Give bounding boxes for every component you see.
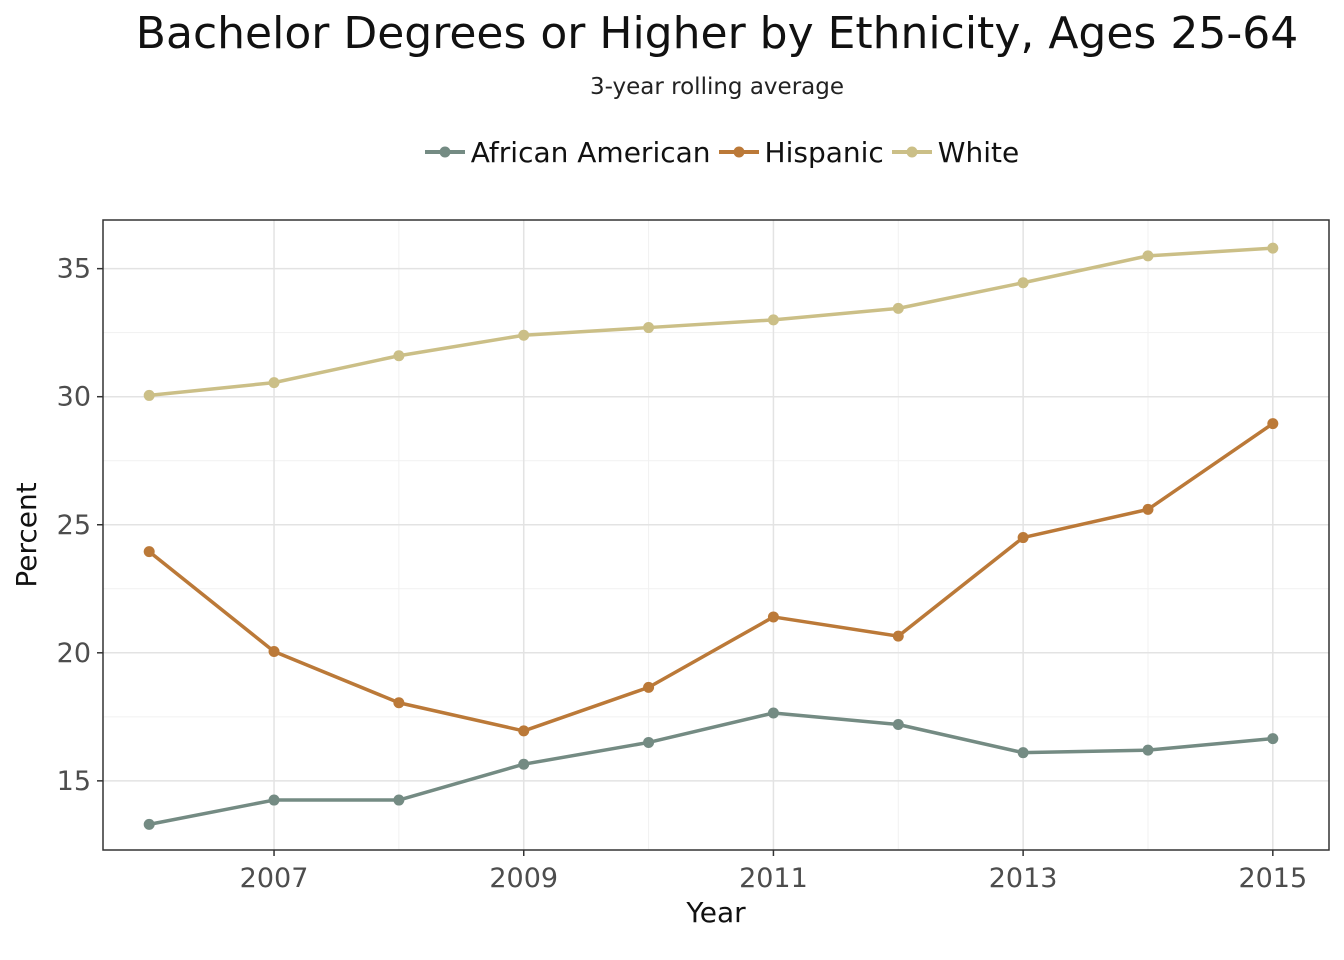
chart-subtitle: 3-year rolling average [590, 74, 844, 100]
data-point [1267, 242, 1279, 254]
data-point [143, 546, 155, 558]
data-point [1142, 503, 1154, 515]
plot-border [102, 219, 1330, 851]
y-axis-title: Percent [10, 482, 43, 587]
x-tick-label: 2015 [1238, 863, 1307, 894]
data-point [892, 719, 904, 731]
data-point [767, 707, 779, 719]
x-axis-title: Year [685, 896, 746, 929]
x-tick-label: 2013 [989, 863, 1058, 894]
x-tick-label: 2007 [240, 863, 309, 894]
data-point [643, 736, 655, 748]
y-tick-label: 25 [57, 510, 91, 541]
legend-key-white [891, 146, 932, 158]
series-line-1 [148, 422, 1274, 733]
data-point [892, 630, 904, 642]
data-point [643, 681, 655, 693]
data-point [1017, 532, 1029, 544]
legend-item-african-american: African American [424, 134, 711, 170]
y-tick-label: 30 [57, 382, 91, 413]
series-line-0 [148, 711, 1273, 827]
data-point [767, 611, 779, 623]
data-point [393, 794, 405, 806]
data-point [1267, 418, 1279, 430]
y-tick-label: 20 [57, 638, 91, 669]
data-point [393, 350, 405, 362]
data-point [1142, 744, 1154, 756]
legend-item-white: White [891, 134, 1020, 170]
data-point [518, 758, 530, 770]
x-tick-label: 2009 [489, 863, 558, 894]
plot-panel [103, 220, 1329, 850]
data-point [268, 646, 280, 658]
legend-label-hispanic: Hispanic [764, 135, 884, 169]
y-tick-label: 15 [57, 766, 91, 797]
data-point [1142, 250, 1154, 262]
data-point [767, 314, 779, 326]
data-point [518, 329, 530, 341]
data-point [268, 377, 280, 389]
data-point [892, 302, 904, 314]
data-point [143, 389, 155, 401]
data-point [1017, 747, 1029, 759]
series-line-2 [149, 246, 1273, 398]
legend-item-hispanic: Hispanic [718, 134, 884, 170]
legend-label-white: White [937, 135, 1020, 169]
y-tick-label: 35 [57, 254, 91, 285]
legend-dot-hispanic [733, 146, 745, 158]
legend-key-african-american [424, 146, 465, 158]
data-point [143, 818, 155, 830]
data-point [1017, 277, 1029, 289]
x-tick-label: 2011 [739, 863, 808, 894]
data-point [643, 322, 655, 334]
data-point [1267, 733, 1279, 745]
data-point [393, 697, 405, 709]
legend-dot-white [906, 146, 918, 158]
data-point [268, 794, 280, 806]
legend-key-hispanic [718, 146, 759, 158]
legend-dot-african-american [439, 146, 451, 158]
chart-title: Bachelor Degrees or Higher by Ethnicity,… [135, 8, 1299, 59]
legend: African American Hispanic White [0, 134, 1344, 170]
legend-label-african-american: African American [470, 135, 711, 169]
data-point [518, 725, 530, 737]
